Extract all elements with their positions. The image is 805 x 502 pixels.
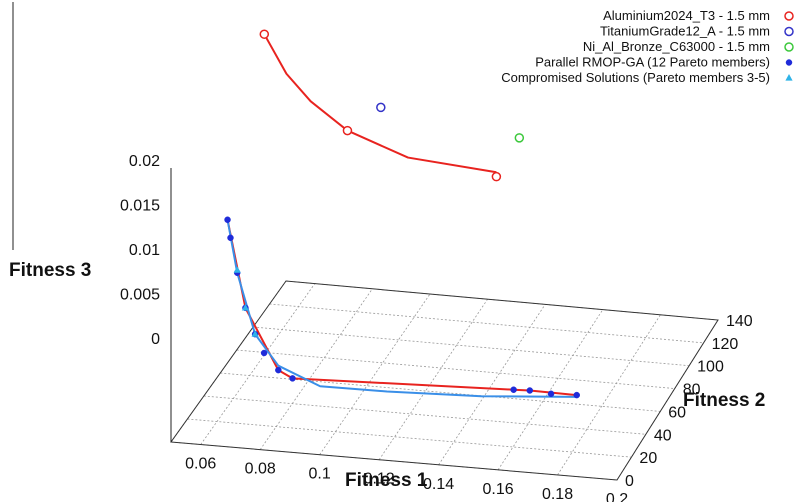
floor-grid-line — [253, 326, 690, 367]
z-tick-label: 0.015 — [120, 198, 160, 215]
legend-entry-label: Parallel RMOP-GA (12 Pareto members) — [535, 55, 770, 70]
floor-grid-line — [220, 372, 661, 412]
z-tick-label: 0.02 — [129, 153, 160, 170]
legend-entry-label: TitaniumGrade12_A - 1.5 mm — [600, 24, 770, 39]
floor-grid-line — [203, 395, 646, 435]
y-tick-label: 100 — [697, 359, 724, 376]
legend-marker — [785, 74, 793, 81]
data-point — [259, 29, 270, 39]
series-curve — [263, 33, 497, 174]
floor-grid-line — [378, 298, 488, 460]
floor-grid-line — [259, 288, 373, 450]
x-axis-label: Fitness 1 — [345, 470, 428, 491]
x-tick-label: 0.18 — [542, 486, 573, 502]
floor-grid-line — [269, 303, 704, 344]
data-point — [260, 349, 268, 357]
data-point — [573, 391, 580, 399]
legend-entry-label: Compromised Solutions (Pareto members 3-… — [501, 70, 770, 85]
z-tick-label: 0.005 — [120, 287, 160, 304]
series-curve — [226, 219, 577, 398]
legend-marker — [784, 26, 794, 37]
y-tick-label: 60 — [668, 404, 686, 421]
x-tick-label: 0.08 — [245, 461, 276, 478]
data-point — [491, 171, 502, 182]
x-tick-label: 0.14 — [423, 476, 454, 493]
data-point — [289, 375, 296, 382]
data-point — [251, 330, 259, 337]
data-point — [514, 133, 525, 143]
data-point — [275, 366, 282, 374]
legend-entry-label: Aluminium2024_T3 - 1.5 mm — [603, 8, 770, 23]
z-tick-label: 0.01 — [129, 242, 160, 259]
data-point — [233, 266, 241, 273]
data-point — [510, 386, 517, 393]
floor-grid-line — [187, 418, 632, 458]
data-point — [224, 216, 231, 224]
data-point — [526, 387, 534, 394]
legend-marker — [784, 42, 794, 52]
legend-entry-label: Ni_Al_Bronze_C63000 - 1.5 mm — [583, 39, 770, 54]
data-point — [342, 125, 353, 136]
y-axis-label: Fitness 2 — [683, 390, 765, 411]
x-tick-label: 0.06 — [185, 456, 216, 473]
floor-grid-line — [200, 283, 316, 445]
data-point — [241, 303, 250, 311]
y-tick-label: 80 — [683, 382, 701, 399]
legend-marker — [784, 11, 794, 21]
curves — [226, 33, 577, 398]
floor-grid — [170, 280, 719, 481]
z-tick-label: 0 — [151, 331, 160, 348]
data-point — [547, 390, 555, 398]
x-tick-label: 0.12 — [364, 471, 395, 488]
x-tick-label: 0.16 — [482, 481, 513, 498]
tick-labels: 0.06 0.08 0.1 0.12 0.14 0.16 0.18 0.20204060801… — [120, 153, 753, 502]
x-tick-label: 0.2 — [606, 491, 628, 502]
y-tick-label: 140 — [726, 313, 753, 330]
z-axis-label: Fitness 3 — [9, 260, 91, 281]
floor-border — [170, 280, 719, 481]
floor-grid-line — [319, 293, 431, 455]
data-marks — [224, 29, 580, 399]
legend-marker — [785, 59, 793, 66]
y-tick-label: 20 — [639, 450, 657, 467]
y-tick-label: 0 — [625, 473, 634, 490]
x-tick-label: 0.1 — [309, 466, 331, 483]
data-point — [376, 102, 386, 113]
data-point — [227, 234, 234, 242]
y-tick-label: 120 — [712, 336, 739, 353]
legend: Aluminium2024_T3 - 1.5 mmTitaniumGrade12… — [501, 8, 794, 85]
floor-grid-line — [438, 304, 546, 466]
y-tick-label: 40 — [654, 427, 672, 444]
floor-grid-line — [236, 349, 675, 389]
